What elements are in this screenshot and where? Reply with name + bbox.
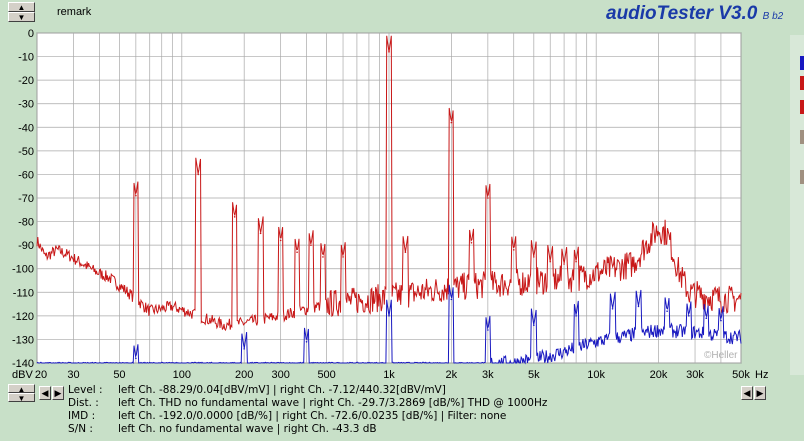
y-tick-label: -120 xyxy=(12,311,34,323)
right-peak-point xyxy=(404,251,407,254)
zoom-down-button[interactable]: ▼ xyxy=(8,393,35,403)
y-tick-label: 0 xyxy=(28,28,34,40)
right-peak-point xyxy=(279,239,282,242)
toolbar-swatch-4[interactable] xyxy=(800,130,804,144)
x-tick-label: 50k xyxy=(732,369,750,381)
left-peak-point xyxy=(135,357,137,360)
app-version: B b2 xyxy=(762,11,784,22)
right-peak-point xyxy=(197,173,200,176)
x-tick-label: 10k xyxy=(587,369,605,381)
x-tick-label: 5k xyxy=(528,369,540,381)
freq-left-button[interactable]: ◀ xyxy=(741,386,753,400)
x-tick-label: 20k xyxy=(650,369,668,381)
x-tick-label: 20 xyxy=(35,369,47,381)
left-peak-point xyxy=(688,315,690,317)
level-label: Level : xyxy=(68,384,103,396)
right-peak-point xyxy=(470,241,473,244)
y-tick-label: -20 xyxy=(18,75,34,87)
left-peak-point xyxy=(611,307,614,310)
sn-label: S/N : xyxy=(68,423,93,435)
y-tick-label: -90 xyxy=(18,240,34,252)
x-axis-unit: Hz xyxy=(755,369,768,381)
left-peak-point xyxy=(533,324,535,327)
right-peak-point xyxy=(135,194,137,197)
right-peak-point xyxy=(575,260,577,263)
dist-value: left Ch. THD no fundamental wave | right… xyxy=(118,397,548,409)
scroll-left-button[interactable]: ◀ xyxy=(39,386,51,400)
left-channel-swatch[interactable] xyxy=(800,56,804,70)
x-tick-label: 1k xyxy=(383,369,395,381)
left-peak-point xyxy=(487,329,489,331)
y-axis-unit: dBV xyxy=(12,369,33,381)
right-channel-swatch[interactable] xyxy=(800,76,804,90)
right-peak-point xyxy=(322,256,324,258)
left-peak-point xyxy=(575,315,577,317)
x-tick-label: 30 xyxy=(67,369,79,381)
imd-label: IMD : xyxy=(68,410,96,422)
right-peak-point xyxy=(487,197,489,199)
level-row: Level : left Ch. -88.29/0.04[dBV/mV] | ri… xyxy=(68,384,446,396)
scroll-down-button[interactable]: ▼ xyxy=(8,12,35,22)
watermark: ©Heller xyxy=(704,350,738,361)
left-peak-point xyxy=(305,340,308,343)
toolbar-swatch-5[interactable] xyxy=(800,170,804,184)
level-value: left Ch. -88.29/0.04[dBV/mV] | right Ch.… xyxy=(118,384,446,396)
right-peak-point xyxy=(512,249,515,251)
left-peak-point xyxy=(637,305,640,308)
right-peak-point xyxy=(533,256,535,258)
imd-row: IMD : left Ch. -192.0/0.0000 [dB/%] | rig… xyxy=(68,410,506,422)
right-peak-point xyxy=(259,232,262,235)
left-peak-point xyxy=(450,298,453,301)
left-peak-point xyxy=(666,310,668,312)
y-tick-label: -110 xyxy=(13,287,34,299)
y-tick-label: -70 xyxy=(18,193,34,205)
x-tick-label: 50 xyxy=(113,369,125,381)
dist-label: Dist. : xyxy=(68,397,99,409)
x-tick-label: 30k xyxy=(686,369,704,381)
right-peak-point xyxy=(296,251,298,254)
y-tick-label: -40 xyxy=(18,122,34,134)
right-peak-point xyxy=(310,244,312,246)
sn-row: S/N : left Ch. no fundamental wave | righ… xyxy=(68,423,377,435)
left-peak-point xyxy=(720,319,722,322)
right-peak-point xyxy=(342,256,344,258)
x-tick-label: 100 xyxy=(173,369,191,381)
sn-value: left Ch. no fundamental wave | right Ch.… xyxy=(118,423,377,435)
right-peak-point xyxy=(549,260,552,263)
scroll-right-button[interactable]: ▶ xyxy=(52,386,64,400)
right-peak-point xyxy=(388,51,390,53)
y-tick-label: -130 xyxy=(12,334,34,346)
y-tick-label: -140 xyxy=(12,358,34,370)
x-tick-label: 200 xyxy=(235,369,253,381)
right-peak-point xyxy=(450,121,453,124)
remark-label: remark xyxy=(57,6,92,18)
y-tick-label: -60 xyxy=(18,169,34,181)
y-tick-label: -30 xyxy=(18,99,34,111)
imd-value: left Ch. -192.0/0.0000 [dB/%] | right Ch… xyxy=(118,410,507,422)
app-title-text: audioTester V3.0 xyxy=(606,3,758,24)
y-tick-label: -100 xyxy=(12,264,34,276)
freq-right-button[interactable]: ▶ xyxy=(754,386,766,400)
x-tick-label: 3k xyxy=(482,369,494,381)
dist-row: Dist. : left Ch. THD no fundamental wave … xyxy=(68,397,547,409)
y-tick-label: -50 xyxy=(18,146,34,158)
x-tick-label: 500 xyxy=(317,369,335,381)
x-tick-label: 300 xyxy=(271,369,289,381)
x-tick-label: 2k xyxy=(446,369,458,381)
right-peak-point xyxy=(233,216,236,218)
app-title: audioTester V3.0 B b2 xyxy=(606,3,783,25)
scroll-up-button[interactable]: ▲ xyxy=(8,2,35,12)
right-toolbar xyxy=(790,35,804,375)
left-peak-point xyxy=(243,348,245,350)
y-tick-label: -10 xyxy=(18,52,34,64)
left-peak-point xyxy=(388,315,390,317)
zoom-up-button[interactable]: ▲ xyxy=(8,384,35,394)
toolbar-swatch-3[interactable] xyxy=(800,100,804,114)
left-peak-point xyxy=(705,317,708,320)
y-tick-label: -80 xyxy=(18,217,34,229)
right-peak-point xyxy=(563,263,565,265)
